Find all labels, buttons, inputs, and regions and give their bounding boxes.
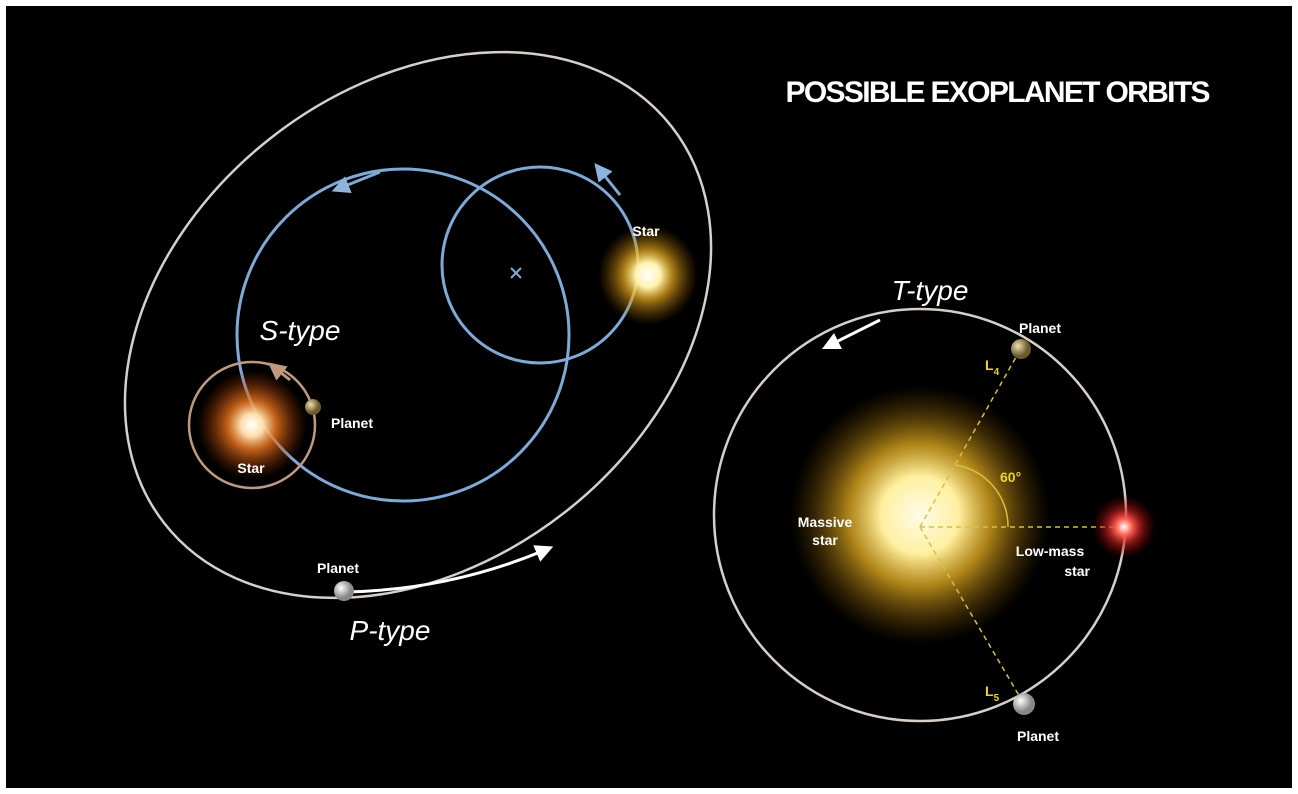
star-label: Star — [632, 223, 660, 239]
background — [6, 6, 1292, 788]
massive-star-label: star — [812, 532, 838, 548]
planet — [334, 581, 354, 601]
star-label: Star — [237, 460, 265, 476]
low-mass-star — [1092, 495, 1156, 559]
planet — [1013, 693, 1035, 715]
t-type-label: T-type — [892, 275, 969, 306]
planet — [305, 399, 321, 415]
low-mass-star-label: Low-mass — [1016, 543, 1085, 559]
p-type-label: P-type — [350, 615, 431, 646]
massive-star-label: Massive — [798, 514, 853, 530]
planet-label: Planet — [317, 560, 359, 576]
planet-label: Planet — [1019, 320, 1061, 336]
planet — [1011, 339, 1031, 359]
planet-label: Planet — [331, 415, 373, 431]
diagram: POSSIBLE EXOPLANET ORBITS Star Star Plan… — [0, 0, 1298, 794]
s-type-label: S-type — [260, 315, 341, 346]
low-mass-star-label: star — [1064, 563, 1090, 579]
planet-label: Planet — [1017, 728, 1059, 744]
title: POSSIBLE EXOPLANET ORBITS — [786, 76, 1211, 109]
star — [598, 225, 698, 325]
angle-label: 60° — [1000, 469, 1021, 485]
